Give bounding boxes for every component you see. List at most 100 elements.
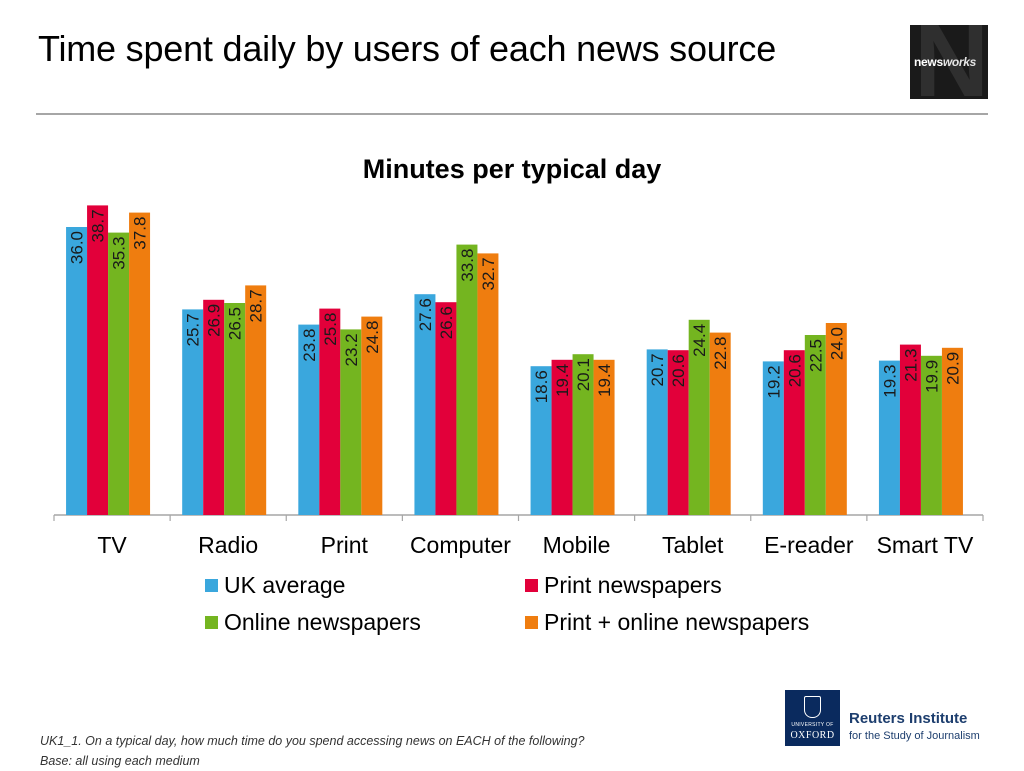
oxford-logo-university: UNIVERSITY OF <box>791 722 834 728</box>
chart-legend: UK average Print newspapers Online newsp… <box>205 572 905 642</box>
bar-print-online-newspapers <box>340 329 362 515</box>
reuters-institute-name: Reuters Institute <box>849 710 968 727</box>
data-label-tablet-print-online-newspapers: 22.8 <box>711 337 730 370</box>
x-tick-label-tv: TV <box>97 532 127 558</box>
data-label-tablet-online-newspapers: 24.4 <box>690 324 709 357</box>
data-label-smart-tv-print-newspapers: 21.3 <box>901 349 920 382</box>
footnote-question: UK1_1. On a typical day, how much time d… <box>40 734 585 748</box>
bar-print-print-online-newspapers <box>361 316 383 515</box>
legend-label-print-newspapers: Print newspapers <box>544 572 722 598</box>
data-label-tv-online-newspapers: 35.3 <box>110 237 129 270</box>
data-label-print-uk-average: 23.8 <box>300 329 319 362</box>
legend-item-online-newspapers: Online newspapers <box>205 609 421 636</box>
legend-swatch-print-newspapers <box>525 579 538 592</box>
oxford-logo-name: OXFORD <box>790 730 835 741</box>
data-label-smart-tv-uk-average: 19.3 <box>880 365 899 398</box>
bar-print-print-newspapers <box>319 308 341 515</box>
data-label-e-reader-online-newspapers: 22.5 <box>806 339 825 372</box>
data-label-tv-print-newspapers: 38.7 <box>89 209 108 242</box>
legend-item-print-online-newspapers: Print + online newspapers <box>525 609 809 636</box>
reuters-institute-logo: UNIVERSITY OF OXFORD Reuters Institute f… <box>785 690 990 746</box>
legend-swatch-uk-average <box>205 579 218 592</box>
bar-smart-tv-print-online-newspapers <box>941 347 963 515</box>
data-label-radio-print-newspapers: 26.9 <box>205 304 224 337</box>
footnote: UK1_1. On a typical day, how much time d… <box>40 731 585 771</box>
data-label-tablet-print-newspapers: 20.6 <box>669 354 688 387</box>
bar-smart-tv-print-newspapers <box>899 344 921 515</box>
page-title: Time spent daily by users of each news s… <box>38 28 777 69</box>
data-label-computer-print-online-newspapers: 32.7 <box>479 257 498 290</box>
bar-tablet-uk-average <box>646 349 668 515</box>
chart-title: Minutes per typical day <box>362 154 662 184</box>
legend-item-print-newspapers: Print newspapers <box>525 572 722 599</box>
data-label-mobile-print-newspapers: 19.4 <box>553 364 572 397</box>
legend-label-uk-average: UK average <box>224 572 346 598</box>
bar-radio-print-online-newspapers <box>245 285 267 515</box>
legend-item-uk-average: UK average <box>205 572 345 599</box>
bar-e-reader-print-newspapers <box>783 350 805 515</box>
data-label-smart-tv-online-newspapers: 19.9 <box>922 360 941 393</box>
newsworks-logo-text-works: works <box>942 55 976 69</box>
data-label-e-reader-print-online-newspapers: 24.0 <box>827 327 846 360</box>
bar-computer-print-online-newspapers <box>477 253 499 515</box>
data-label-print-online-newspapers: 23.2 <box>342 333 361 366</box>
bar-computer-uk-average <box>414 294 436 515</box>
bar-print-uk-average <box>298 324 320 515</box>
bar-tablet-online-newspapers <box>688 319 710 515</box>
data-label-radio-print-online-newspapers: 28.7 <box>247 289 266 322</box>
x-tick-label-tablet: Tablet <box>662 532 724 558</box>
legend-swatch-online-newspapers <box>205 616 218 629</box>
bar-tv-online-newspapers <box>108 232 130 515</box>
bar-tablet-print-newspapers <box>667 350 689 515</box>
bar-tablet-print-online-newspapers <box>709 332 731 515</box>
data-label-tv-uk-average: 36.0 <box>68 231 87 264</box>
data-label-mobile-online-newspapers: 20.1 <box>574 358 593 391</box>
data-label-smart-tv-print-online-newspapers: 20.9 <box>943 352 962 385</box>
footnote-base: Base: all using each medium <box>40 754 200 768</box>
data-label-mobile-uk-average: 18.6 <box>532 370 551 403</box>
bar-smart-tv-uk-average <box>878 360 900 515</box>
bar-e-reader-print-online-newspapers <box>825 323 847 515</box>
data-label-e-reader-uk-average: 19.2 <box>764 365 783 398</box>
data-label-mobile-print-online-newspapers: 19.4 <box>595 364 614 397</box>
legend-label-print-online-newspapers: Print + online newspapers <box>544 609 810 635</box>
bar-computer-print-newspapers <box>435 302 457 515</box>
data-label-computer-uk-average: 27.6 <box>416 298 435 331</box>
x-tick-label-mobile: Mobile <box>543 532 611 558</box>
bar-e-reader-online-newspapers <box>804 335 826 515</box>
bar-mobile-print-newspapers <box>551 359 573 515</box>
data-label-computer-online-newspapers: 33.8 <box>458 249 477 282</box>
data-label-e-reader-print-newspapers: 20.6 <box>785 354 804 387</box>
bar-radio-print-newspapers <box>203 299 225 515</box>
bar-smart-tv-online-newspapers <box>920 355 942 515</box>
bar-radio-online-newspapers <box>224 303 246 515</box>
data-label-tablet-uk-average: 20.7 <box>648 353 667 386</box>
data-label-tv-print-online-newspapers: 37.8 <box>131 217 150 250</box>
title-divider <box>36 113 988 115</box>
bar-tv-print-newspapers <box>87 205 109 515</box>
x-tick-label-print: Print <box>321 532 369 558</box>
data-label-computer-print-newspapers: 26.6 <box>437 306 456 339</box>
x-tick-label-computer: Computer <box>410 532 511 558</box>
bar-computer-online-newspapers <box>456 244 478 515</box>
data-label-print-print-newspapers: 25.8 <box>321 313 340 346</box>
legend-swatch-print-online-newspapers <box>525 616 538 629</box>
data-label-print-print-online-newspapers: 24.8 <box>363 321 382 354</box>
bar-radio-uk-average <box>182 309 204 515</box>
bar-tv-uk-average <box>66 227 88 515</box>
bar-tv-print-online-newspapers <box>129 212 151 515</box>
reuters-institute-subtitle: for the Study of Journalism <box>849 730 980 742</box>
x-tick-label-radio: Radio <box>198 532 258 558</box>
bar-mobile-online-newspapers <box>572 354 594 515</box>
legend-label-online-newspapers: Online newspapers <box>224 609 421 635</box>
bar-e-reader-uk-average <box>762 361 784 515</box>
data-label-radio-uk-average: 25.7 <box>184 313 203 346</box>
newsworks-logo: N newsworks <box>910 25 988 99</box>
bar-mobile-uk-average <box>530 366 552 515</box>
oxford-shield-icon: UNIVERSITY OF OXFORD <box>785 690 840 746</box>
data-label-radio-online-newspapers: 26.5 <box>226 307 245 340</box>
bar-mobile-print-online-newspapers <box>593 359 615 515</box>
newsworks-logo-text-news: news <box>914 55 943 69</box>
x-tick-label-e-reader: E-reader <box>764 532 854 558</box>
